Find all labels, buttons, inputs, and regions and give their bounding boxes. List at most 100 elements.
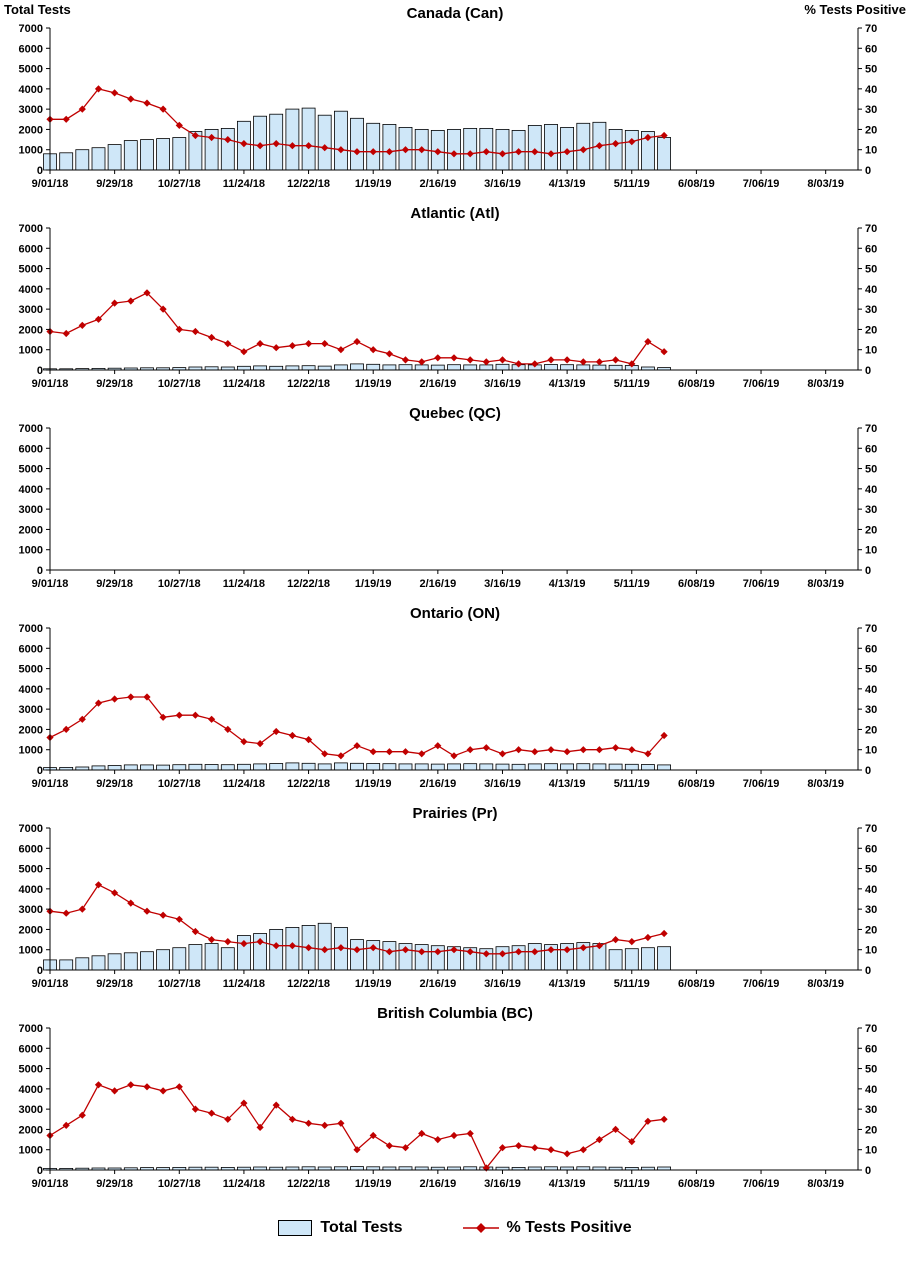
chart-panel-canada: Canada (Can) Total Tests % Tests Positive 0… [0,0,910,200]
svg-text:30: 30 [865,304,877,316]
svg-text:11/24/18: 11/24/18 [223,578,265,590]
svg-text:Quebec (QC): Quebec (QC) [409,405,501,422]
svg-text:3/16/19: 3/16/19 [484,1178,521,1190]
svg-text:10/27/18: 10/27/18 [158,778,201,790]
svg-text:10: 10 [865,145,877,157]
svg-text:2000: 2000 [19,724,43,736]
svg-text:1000: 1000 [19,1145,43,1157]
svg-text:9/01/18: 9/01/18 [32,578,69,590]
total-tests-swatch-icon [278,1220,313,1236]
svg-text:3/16/19: 3/16/19 [484,978,521,990]
svg-text:50: 50 [865,64,877,76]
svg-text:8/03/19: 8/03/19 [807,178,844,190]
svg-text:11/24/18: 11/24/18 [223,778,265,790]
svg-text:9/29/18: 9/29/18 [96,178,133,190]
svg-text:9/29/18: 9/29/18 [96,578,133,590]
svg-text:70: 70 [865,23,877,35]
svg-text:2/16/19: 2/16/19 [419,1178,456,1190]
svg-text:4000: 4000 [19,284,43,296]
svg-text:4000: 4000 [19,684,43,696]
svg-text:60: 60 [865,643,877,655]
svg-text:3000: 3000 [19,904,43,916]
svg-text:1/19/19: 1/19/19 [355,178,392,190]
svg-text:2/16/19: 2/16/19 [419,778,456,790]
svg-text:60: 60 [865,1043,877,1055]
svg-text:7/06/19: 7/06/19 [743,378,780,390]
chart-panel-prairies: Prairies (Pr) 0 1000 2000 3000 4000 5000 6000 70… [0,800,910,1000]
svg-text:50: 50 [865,664,877,676]
svg-text:60: 60 [865,443,877,455]
svg-text:4000: 4000 [19,484,43,496]
svg-text:6000: 6000 [19,843,43,855]
svg-text:0: 0 [37,765,43,777]
svg-text:4000: 4000 [19,84,43,96]
chart-canvas: Prairies (Pr) 0 1000 2000 3000 4000 5000 6000 70… [19,805,878,990]
svg-text:8/03/19: 8/03/19 [807,978,844,990]
svg-text:7/06/19: 7/06/19 [743,1178,780,1190]
svg-text:12/22/18: 12/22/18 [287,578,330,590]
chart-canvas: Canada (Can) Total Tests % Tests Positive 0… [4,2,906,190]
svg-text:70: 70 [865,423,877,435]
svg-text:5/11/19: 5/11/19 [614,978,650,990]
svg-text:7000: 7000 [19,623,43,635]
svg-text:11/24/18: 11/24/18 [223,1178,265,1190]
svg-text:2/16/19: 2/16/19 [419,178,456,190]
svg-text:10: 10 [865,545,877,557]
svg-text:70: 70 [865,823,877,835]
svg-text:60: 60 [865,43,877,55]
svg-text:1000: 1000 [19,745,43,757]
chart-panel-british-columbia: British Columbia (BC) 0 1000 2000 3000 4000 50… [0,1000,910,1200]
svg-text:3000: 3000 [19,304,43,316]
svg-text:70: 70 [865,223,877,235]
svg-text:1000: 1000 [19,145,43,157]
svg-text:% Tests Positive: % Tests Positive [804,2,906,17]
svg-text:70: 70 [865,1023,877,1035]
chart-canvas: Atlantic (Atl) 0 1000 2000 3000 4000 5000 6000 7… [19,205,878,390]
svg-text:9/01/18: 9/01/18 [32,1178,69,1190]
svg-text:6/08/19: 6/08/19 [678,178,715,190]
svg-text:12/22/18: 12/22/18 [287,778,330,790]
svg-text:10: 10 [865,1145,877,1157]
legend-item-total-tests: Total Tests [278,1219,403,1237]
svg-text:20: 20 [865,1124,877,1136]
legend-item-pct-positive: % Tests Positive [462,1219,632,1237]
svg-text:10: 10 [865,745,877,757]
svg-text:9/29/18: 9/29/18 [96,1178,133,1190]
svg-text:3000: 3000 [19,1104,43,1116]
svg-text:5/11/19: 5/11/19 [614,378,650,390]
svg-text:30: 30 [865,1104,877,1116]
svg-text:30: 30 [865,504,877,516]
svg-text:11/24/18: 11/24/18 [223,178,265,190]
svg-text:50: 50 [865,864,877,876]
chart-canvas: British Columbia (BC) 0 1000 2000 3000 4000 50… [19,1005,878,1190]
svg-text:3000: 3000 [19,104,43,116]
svg-text:4/13/19: 4/13/19 [549,1178,586,1190]
pct-positive-marker-icon [462,1223,499,1233]
chart-panel-ontario: Ontario (ON) 0 1000 2000 3000 4000 5000 6000 700… [0,600,910,800]
svg-text:1/19/19: 1/19/19 [355,578,392,590]
svg-text:3/16/19: 3/16/19 [484,778,521,790]
svg-text:8/03/19: 8/03/19 [807,1178,844,1190]
svg-text:5/11/19: 5/11/19 [614,578,650,590]
svg-text:40: 40 [865,684,877,696]
svg-text:9/01/18: 9/01/18 [32,778,69,790]
svg-text:5000: 5000 [19,64,43,76]
svg-text:0: 0 [865,565,871,577]
legend-label-pct-positive: % Tests Positive [506,1219,632,1236]
svg-text:11/24/18: 11/24/18 [223,378,265,390]
svg-text:0: 0 [37,165,43,177]
svg-text:6/08/19: 6/08/19 [678,578,715,590]
svg-text:9/29/18: 9/29/18 [96,378,133,390]
svg-text:7/06/19: 7/06/19 [743,778,780,790]
svg-text:30: 30 [865,104,877,116]
svg-text:Prairies (Pr): Prairies (Pr) [412,805,497,822]
svg-text:9/01/18: 9/01/18 [32,378,69,390]
svg-text:5/11/19: 5/11/19 [614,1178,650,1190]
svg-text:6000: 6000 [19,1043,43,1055]
svg-text:6000: 6000 [19,443,43,455]
svg-text:5000: 5000 [19,1064,43,1076]
svg-text:0: 0 [865,1165,871,1177]
svg-text:1/19/19: 1/19/19 [355,1178,392,1190]
svg-text:8/03/19: 8/03/19 [807,578,844,590]
svg-text:2000: 2000 [19,324,43,336]
